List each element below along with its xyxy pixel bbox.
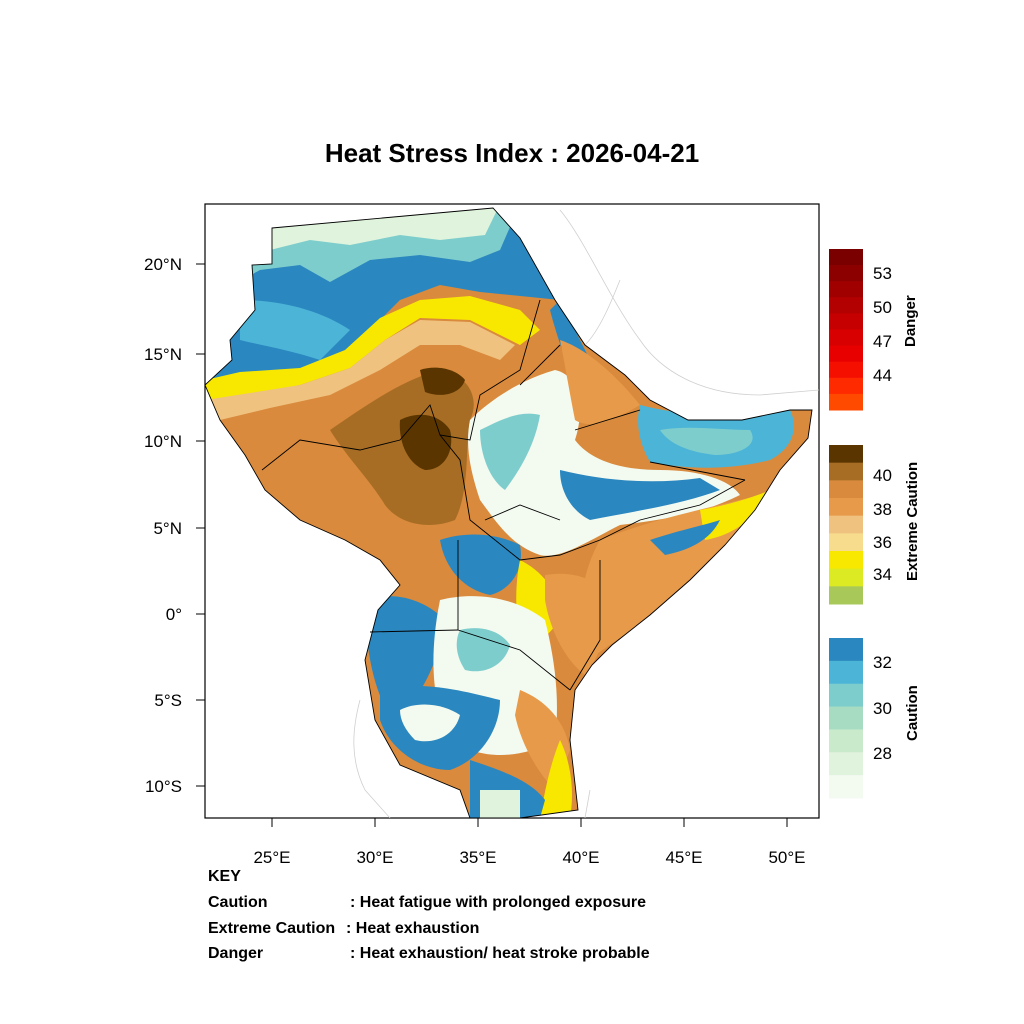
danger-swatch bbox=[829, 329, 863, 347]
caution-swatch bbox=[829, 706, 863, 730]
lon-label: 25°E bbox=[253, 848, 290, 867]
lat-label: 10°S bbox=[145, 777, 182, 796]
caution-swatch bbox=[829, 775, 863, 799]
lon-label: 35°E bbox=[459, 848, 496, 867]
extreme-tick-label: 40 bbox=[873, 466, 892, 485]
caution-tick-label: 28 bbox=[873, 744, 892, 763]
extreme-ticks: 40 38 36 34 Extreme Caution bbox=[873, 462, 921, 584]
map-title: Heat Stress Index : 2026-04-21 bbox=[324, 138, 700, 168]
danger-swatch bbox=[829, 345, 863, 363]
danger-tick-label: 53 bbox=[873, 264, 892, 283]
extreme-swatch bbox=[829, 568, 863, 587]
lat-labels: 20°N 15°N 10°N 5°N 0° 5°S 10°S bbox=[144, 255, 182, 796]
extreme-swatch bbox=[829, 551, 863, 570]
extreme-swatch bbox=[829, 462, 863, 481]
danger-tick-label: 47 bbox=[873, 332, 892, 351]
caution-tick-label: 32 bbox=[873, 653, 892, 672]
danger-ticks: 53 50 47 44 Danger bbox=[873, 264, 919, 385]
caution-swatch bbox=[829, 752, 863, 776]
extreme-caution-colorbar bbox=[829, 445, 863, 605]
extreme-legend-label: Extreme Caution bbox=[904, 462, 921, 581]
caution-swatch bbox=[829, 683, 863, 708]
lat-label: 5°N bbox=[153, 519, 182, 538]
danger-swatch bbox=[829, 313, 863, 330]
danger-tick-label: 44 bbox=[873, 366, 892, 385]
lat-label: 5°S bbox=[154, 691, 182, 710]
caution-swatch bbox=[829, 660, 863, 685]
lat-axis bbox=[196, 263, 205, 787]
country-borders bbox=[204, 207, 813, 819]
lon-label: 50°E bbox=[768, 848, 805, 867]
caution-swatch bbox=[829, 729, 863, 753]
lon-label: 45°E bbox=[665, 848, 702, 867]
caution-legend-label: Caution bbox=[904, 685, 921, 741]
key-heading: KEY bbox=[208, 868, 241, 885]
key-term: Danger bbox=[208, 945, 264, 962]
caution-tick-label: 30 bbox=[873, 699, 892, 718]
extreme-swatch bbox=[829, 533, 863, 552]
key-term: Extreme Caution bbox=[208, 920, 336, 937]
danger-colorbar bbox=[829, 249, 863, 411]
extreme-swatch bbox=[829, 586, 863, 605]
extreme-tick-label: 36 bbox=[873, 533, 892, 552]
lon-labels: 25°E 30°E 35°E 40°E 45°E 50°E bbox=[253, 848, 805, 867]
danger-swatch bbox=[829, 249, 863, 266]
extreme-tick-label: 38 bbox=[873, 500, 892, 519]
lat-label: 10°N bbox=[144, 432, 182, 451]
lon-axis bbox=[271, 818, 788, 827]
danger-swatch bbox=[829, 265, 863, 282]
danger-swatch bbox=[829, 281, 863, 298]
caution-colorbar bbox=[829, 638, 863, 799]
lat-label: 15°N bbox=[144, 345, 182, 364]
danger-swatch bbox=[829, 393, 863, 411]
key-desc: : Heat exhaustion/ heat stroke probable bbox=[350, 945, 650, 962]
key-desc: : Heat exhaustion bbox=[346, 920, 480, 937]
caution-ticks: 32 30 28 Caution bbox=[873, 653, 921, 763]
lon-label: 40°E bbox=[562, 848, 599, 867]
extreme-tick-label: 34 bbox=[873, 565, 892, 584]
extreme-swatch bbox=[829, 515, 863, 534]
caution-swatch bbox=[829, 638, 863, 662]
danger-tick-label: 50 bbox=[873, 298, 892, 317]
danger-swatch bbox=[829, 297, 863, 314]
lon-label: 30°E bbox=[356, 848, 393, 867]
extreme-swatch bbox=[829, 480, 863, 499]
danger-swatch bbox=[829, 361, 863, 379]
extreme-swatch bbox=[829, 498, 863, 517]
danger-swatch bbox=[829, 377, 863, 395]
key-desc: : Heat fatigue with prolonged exposure bbox=[350, 894, 647, 911]
key-term: Caution bbox=[208, 894, 268, 911]
extreme-swatch bbox=[829, 445, 863, 464]
background-coastlines bbox=[353, 209, 819, 818]
lat-label: 20°N bbox=[144, 255, 182, 274]
lat-label: 0° bbox=[166, 605, 182, 624]
danger-legend-label: Danger bbox=[902, 295, 919, 347]
